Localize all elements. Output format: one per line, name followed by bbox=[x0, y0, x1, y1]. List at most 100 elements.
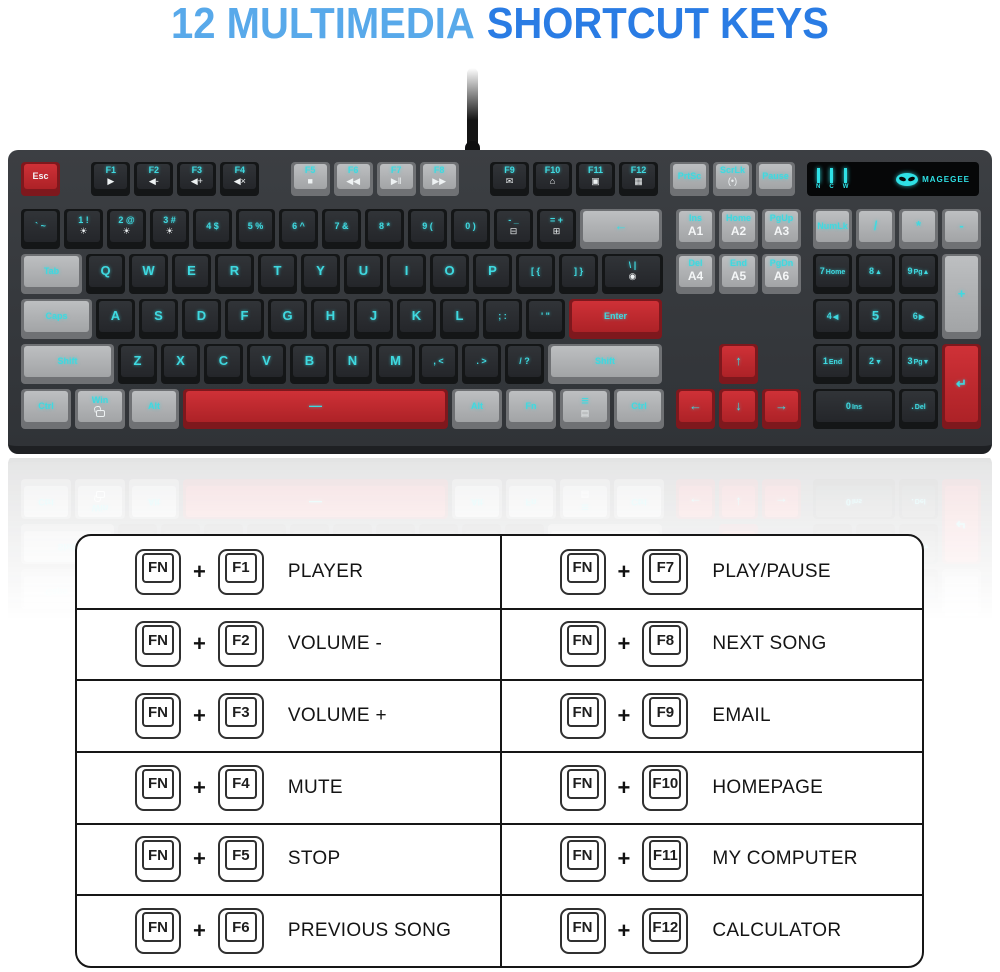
key-spacer bbox=[676, 344, 715, 384]
shortcut-row: FN + F8 NEXT SONG bbox=[501, 607, 922, 680]
plus-sign: + bbox=[617, 846, 631, 872]
key-sym: ] } bbox=[559, 254, 598, 294]
key-sym: .Del bbox=[899, 479, 938, 519]
key-f6: F6◀◀ bbox=[333, 162, 373, 196]
key-n: N bbox=[333, 344, 372, 384]
plus-sign: + bbox=[193, 558, 206, 584]
key-m: M bbox=[376, 344, 415, 384]
key-sym: — bbox=[183, 479, 448, 519]
key-7: 7 & bbox=[322, 209, 361, 249]
key-t: T bbox=[258, 254, 297, 294]
shortcut-function-label: VOLUME + bbox=[287, 705, 387, 727]
shortcut-row: FN + F1 PLAYER bbox=[77, 536, 500, 608]
shortcut-row: FN + F2 VOLUME - bbox=[77, 607, 500, 680]
key-sym: ` ~ bbox=[21, 209, 60, 249]
plus-sign: + bbox=[617, 774, 631, 800]
fn-keycap-icon: FN bbox=[559, 764, 606, 811]
key-f7: F7▶‖ bbox=[376, 162, 416, 196]
key-sym: ← bbox=[580, 209, 662, 249]
key-0: 0Ins bbox=[813, 479, 895, 519]
key-tab: Tab bbox=[21, 254, 82, 294]
key-6: 6▶ bbox=[899, 299, 938, 339]
logo-text: MAGEGEE bbox=[922, 724, 970, 734]
key-win: Win bbox=[75, 479, 125, 519]
key-i: I bbox=[387, 254, 426, 294]
keyboard: Esc F1▶F2◀-F3◀+F4◀× F5■F6◀◀F7▶‖F8▶▶ F9✉F10⌂… bbox=[8, 150, 992, 454]
key-sym: — bbox=[183, 389, 448, 429]
key-f12: F12▦ bbox=[618, 162, 658, 196]
fn-keycap-icon: FN bbox=[559, 548, 606, 595]
key-sym: ↑ bbox=[719, 344, 758, 384]
key-esc: Esc bbox=[21, 162, 60, 196]
key-r: R bbox=[215, 254, 254, 294]
fn-keycap-icon: FN bbox=[135, 836, 181, 883]
shortcut-function-label: VOLUME - bbox=[287, 633, 383, 655]
key-sym: ↓ bbox=[719, 389, 758, 429]
key-alt: Alt bbox=[452, 389, 502, 429]
key-sym: ≡ ▤ bbox=[560, 389, 610, 429]
key-sym: ≡ ▤ bbox=[560, 479, 610, 519]
key-ctrl: Ctrl bbox=[21, 479, 71, 519]
key-g: G bbox=[268, 299, 307, 339]
shortcut-row: FN + F4 MUTE bbox=[77, 750, 500, 823]
key-x: X bbox=[161, 344, 200, 384]
key-y: Y bbox=[301, 254, 340, 294]
fkey-keycap-icon: F2 bbox=[217, 621, 264, 668]
key-sym: - bbox=[942, 659, 981, 699]
key-2: 2▼ bbox=[856, 344, 895, 384]
key-9: 9 ( bbox=[408, 209, 447, 249]
key-enter: Enter bbox=[569, 299, 662, 339]
key-sym: - _⊟ bbox=[494, 209, 533, 249]
key-3: 3Pg▼ bbox=[899, 344, 938, 384]
title-part1: 12 MULTIMEDIA bbox=[171, 0, 475, 48]
key-e: E bbox=[172, 254, 211, 294]
key-f: F bbox=[225, 299, 264, 339]
key-alt: Alt bbox=[129, 389, 179, 429]
key-z: Z bbox=[118, 344, 157, 384]
key-sym: .Del bbox=[899, 389, 938, 429]
fn-keycap-icon: FN bbox=[559, 621, 606, 668]
key-sym: , < bbox=[419, 344, 458, 384]
key-q: Q bbox=[86, 254, 125, 294]
main-key-block: ` ~1 !☀2 @☀3 #☀4 $5 %6 ^7 &8 *9 (0 )- _⊟… bbox=[21, 209, 664, 434]
key-f9: F9✉ bbox=[489, 162, 529, 196]
key-shift: Shift bbox=[548, 344, 662, 384]
shortcut-row: FN + F10 HOMEPAGE bbox=[501, 750, 922, 823]
key-s: S bbox=[139, 299, 178, 339]
key-f4: F4◀× bbox=[220, 162, 260, 196]
plus-sign: + bbox=[617, 703, 631, 729]
key-sym: - bbox=[942, 209, 981, 249]
logo-text: MAGEGEE bbox=[922, 174, 970, 184]
fn-keycap-icon: FN bbox=[135, 764, 181, 811]
key-sym: ' " bbox=[526, 299, 565, 339]
key-sym: / ? bbox=[505, 344, 544, 384]
key-prtsc: PrtSc bbox=[670, 162, 709, 196]
key-2: 2 @☀ bbox=[107, 209, 146, 249]
key-c: C bbox=[204, 344, 243, 384]
key-d: D bbox=[182, 299, 221, 339]
key-0: 0 ) bbox=[451, 209, 490, 249]
shortcut-function-label: MUTE bbox=[287, 776, 343, 798]
shortcut-function-label: EMAIL bbox=[712, 705, 771, 727]
fkey-keycap-icon: F10 bbox=[642, 764, 689, 811]
key-pause: Pause bbox=[756, 162, 795, 196]
key-b: B bbox=[290, 344, 329, 384]
fkey-keycap-icon: F4 bbox=[217, 764, 264, 811]
key-sym: = +⊞ bbox=[537, 209, 576, 249]
key-fn: Fn bbox=[506, 479, 556, 519]
key-1: 1End bbox=[813, 344, 852, 384]
key-9: 9Pg▲ bbox=[899, 254, 938, 294]
key-sym: ↓ bbox=[719, 479, 758, 519]
open-lock-icon bbox=[95, 409, 105, 417]
key-k: K bbox=[397, 299, 436, 339]
key-1: 1 !☀ bbox=[64, 209, 103, 249]
key-v: V bbox=[247, 344, 286, 384]
key-sym: ` ~ bbox=[21, 659, 60, 699]
key-f2: F2◀- bbox=[134, 162, 174, 196]
